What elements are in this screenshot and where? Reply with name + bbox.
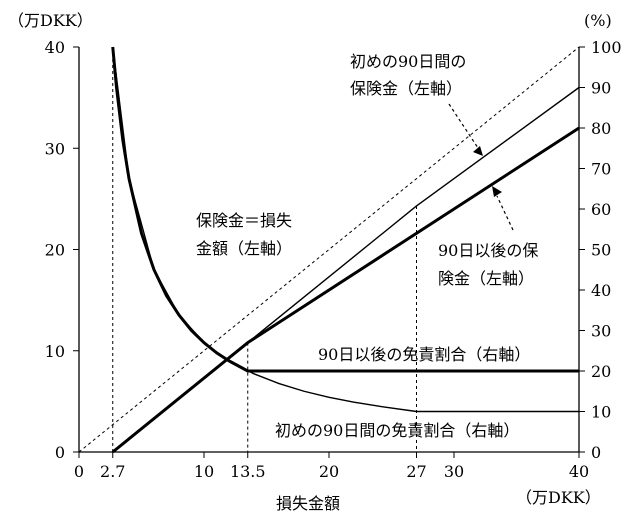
ticks: 0 2.7 10 13.5 20 27 30 400102030400102030405060… xyxy=(45,38,622,481)
series-after90-deductible xyxy=(111,46,579,373)
label-initial-premium: 初めの90日間の 保険金（左軸） xyxy=(350,52,466,98)
right-tick-label: 30 xyxy=(591,322,611,341)
right-tick-label: 80 xyxy=(591,119,611,138)
right-tick-label: 0 xyxy=(591,443,601,462)
label-premium-equals-loss: 保険金＝損失 金額（左軸） xyxy=(196,211,292,258)
series-premium-equals-loss xyxy=(78,46,580,453)
label-after90-premium-line1: 90日以後の保 xyxy=(438,241,538,260)
x-axis-label: 損失金額 xyxy=(276,494,340,513)
left-tick-label: 40 xyxy=(45,38,65,57)
right-tick-label: 50 xyxy=(591,241,611,260)
label-initial-premium-line2: 保険金（左軸） xyxy=(350,79,462,98)
right-tick-label: 100 xyxy=(591,38,622,57)
arrow-shaft-initial-premium xyxy=(448,103,479,149)
x-tick-label: 2.7 xyxy=(100,462,125,481)
left-tick-label: 0 xyxy=(55,443,65,462)
right-tick-label: 60 xyxy=(591,200,611,219)
x-tick-label: 30 xyxy=(444,462,464,481)
series-after90-premium xyxy=(111,126,580,454)
series-lines xyxy=(78,46,580,454)
right-tick-label: 40 xyxy=(591,281,611,300)
label-premium-equals-loss-line1: 保険金＝損失 xyxy=(196,211,292,230)
x-tick-label: 0 xyxy=(74,462,84,481)
series-initial-deductible xyxy=(112,46,579,413)
label-after90-deductible: 90日以後の免責割合（右軸） xyxy=(318,345,530,364)
right-tick-label: 70 xyxy=(591,160,611,179)
x-tick-label: 13.5 xyxy=(230,462,266,481)
annotation-arrows xyxy=(448,103,514,231)
arrow-shaft-after90-premium xyxy=(496,195,514,231)
label-after90-premium-line2: 険金（左軸） xyxy=(438,269,534,288)
x-tick-label: 27 xyxy=(406,462,426,481)
arrow-head-initial-premium xyxy=(473,146,483,156)
right-tick-label: 90 xyxy=(591,79,611,98)
left-tick-label: 30 xyxy=(45,139,65,158)
x-tick-label: 20 xyxy=(319,462,339,481)
right-axis-unit: (%) xyxy=(584,11,612,30)
label-premium-equals-loss-line2: 金額（左軸） xyxy=(196,239,292,258)
left-tick-label: 10 xyxy=(45,342,65,361)
left-axis-unit: （万DKK） xyxy=(8,11,93,30)
right-tick-label: 20 xyxy=(591,362,611,381)
x-axis-unit: （万DKK） xyxy=(516,488,601,507)
label-after90-premium: 90日以後の保 険金（左軸） xyxy=(438,241,538,288)
label-initial-premium-line1: 初めの90日間の xyxy=(350,52,466,71)
arrow-head-after90-premium xyxy=(492,186,502,197)
right-tick-label: 10 xyxy=(591,403,611,422)
label-initial-deductible: 初めの90日間の免責割合（右軸） xyxy=(275,421,519,440)
x-tick-label: 40 xyxy=(569,462,589,481)
x-tick-label: 10 xyxy=(194,462,214,481)
left-tick-label: 20 xyxy=(45,241,65,260)
